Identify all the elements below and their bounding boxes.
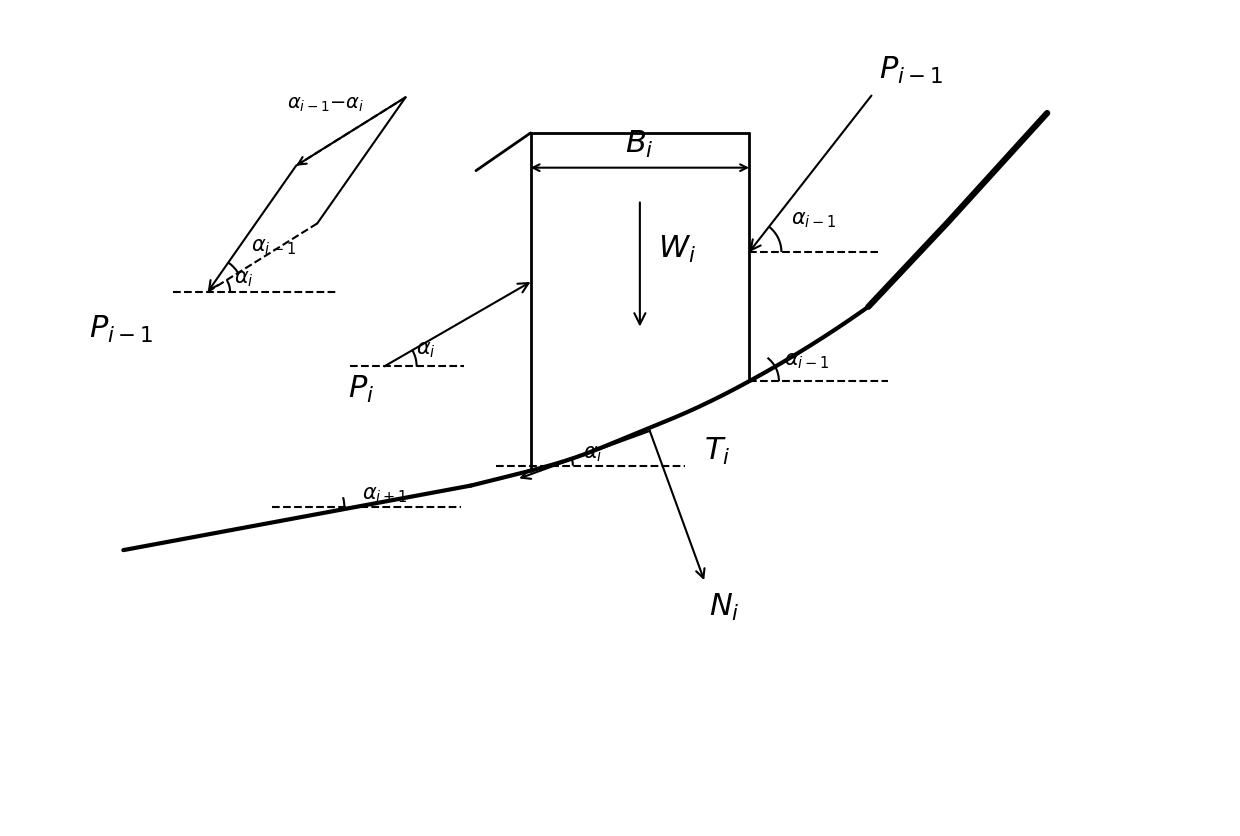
Text: $W_i$: $W_i$: [657, 234, 696, 265]
Text: $\alpha_{i+1}$: $\alpha_{i+1}$: [362, 486, 408, 506]
Text: $\alpha_{i-1}$: $\alpha_{i-1}$: [784, 351, 830, 371]
Text: $T_i$: $T_i$: [704, 436, 730, 467]
Text: $\alpha_i$: $\alpha_i$: [417, 340, 436, 360]
Text: $N_i$: $N_i$: [709, 592, 740, 624]
Text: $P_{i-1}$: $P_{i-1}$: [89, 314, 153, 344]
Text: $B_i$: $B_i$: [625, 129, 655, 160]
Text: $\alpha_i$: $\alpha_i$: [233, 269, 253, 289]
Text: $P_i$: $P_i$: [348, 375, 374, 405]
Text: $\alpha_{i-1}$: $\alpha_{i-1}$: [252, 237, 298, 257]
Text: $\alpha_i$: $\alpha_i$: [583, 444, 603, 464]
Text: $\alpha_{i-1}$: $\alpha_{i-1}$: [791, 211, 837, 230]
Text: $P_{i-1}$: $P_{i-1}$: [879, 54, 944, 85]
Text: $\alpha_{i-1}{-}\alpha_i$: $\alpha_{i-1}{-}\alpha_i$: [288, 94, 365, 114]
